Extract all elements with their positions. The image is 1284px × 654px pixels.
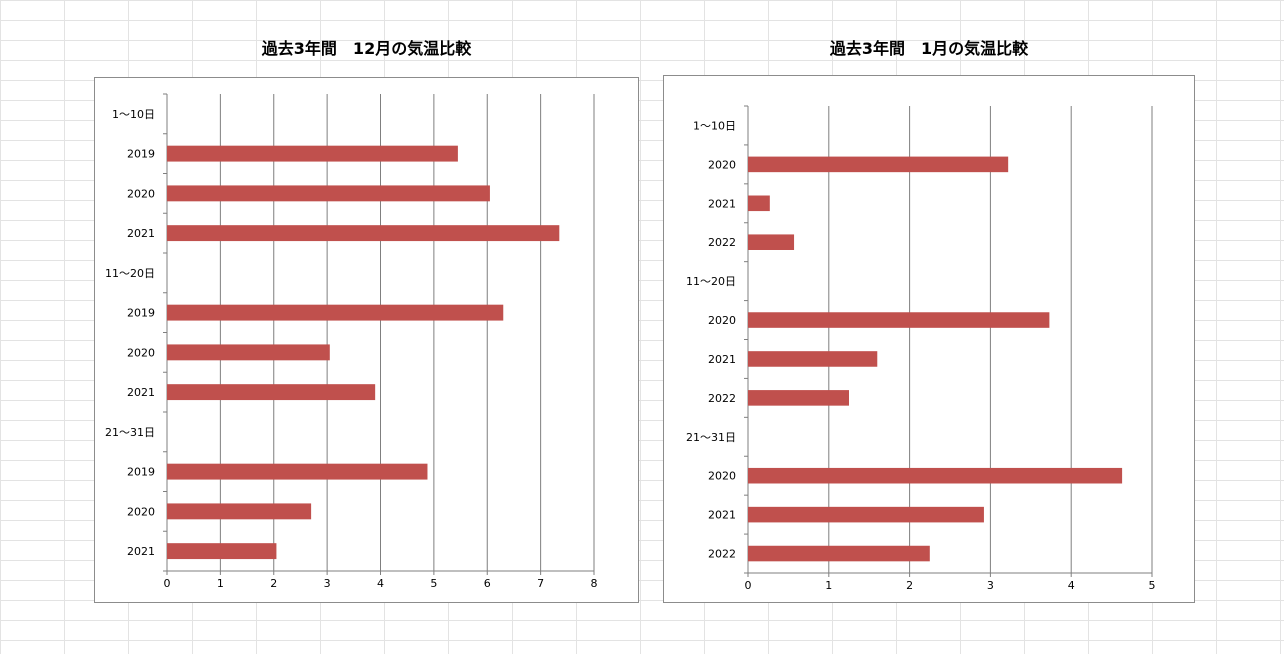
x-tick-label: 5 [430, 577, 437, 590]
x-tick-label: 6 [484, 577, 491, 590]
bar [748, 351, 878, 367]
category-label: 2020 [127, 187, 155, 200]
category-label: 2022 [708, 548, 736, 561]
bar-chart-january: 0 1 2 3 4 5 1〜10日 2020 2021 2022 11〜20日 2020 2021 202… [686, 105, 1156, 592]
category-label: 11〜20日 [686, 275, 736, 288]
chart-title-january: 過去3年間 1月の気温比較 [829, 39, 1029, 58]
chart-area-december[interactable]: 0 1 2 3 4 5 6 7 8 1〜10日 2019 2020 2021 11〜20日 2019 2020… [94, 77, 639, 603]
bar [167, 344, 330, 361]
bar [748, 234, 795, 250]
bar [748, 545, 930, 562]
x-tick-label: 1 [825, 579, 832, 592]
category-label: 1〜10日 [693, 119, 736, 132]
bar [748, 312, 1050, 328]
bar [167, 304, 504, 321]
category-label: 2021 [127, 545, 155, 558]
category-label: 2019 [127, 307, 155, 320]
category-label: 2020 [127, 505, 155, 518]
bar [167, 503, 312, 520]
category-label: 2022 [708, 392, 736, 405]
x-tick-label: 4 [1068, 579, 1075, 592]
x-tick-label: 7 [537, 577, 544, 590]
bar-chart-december: 0 1 2 3 4 5 6 7 8 1〜10日 2019 2020 2021 11〜20日 2019 2020… [105, 93, 598, 590]
bar [748, 195, 770, 212]
bar [748, 467, 1123, 484]
category-label: 2021 [127, 386, 155, 399]
bar [748, 506, 984, 523]
category-label: 2020 [708, 158, 736, 171]
x-tick-label: 3 [324, 577, 331, 590]
bar [748, 156, 1009, 173]
category-label: 2021 [708, 353, 736, 366]
category-label: 2019 [127, 466, 155, 479]
chart-title-december: 過去3年間 12月の気温比較 [261, 39, 472, 58]
category-label: 2021 [708, 197, 736, 210]
x-tick-label: 3 [987, 579, 994, 592]
x-tick-label: 2 [906, 579, 913, 592]
x-tick-label: 0 [164, 577, 171, 590]
category-label: 2021 [708, 509, 736, 522]
x-tick-label: 5 [1149, 579, 1156, 592]
category-label: 1〜10日 [112, 108, 155, 121]
category-label: 21〜31日 [686, 431, 736, 444]
category-label: 21〜31日 [105, 426, 155, 439]
category-label: 2019 [127, 148, 155, 161]
bar [748, 390, 849, 406]
bar [167, 543, 277, 560]
category-label: 2020 [708, 314, 736, 327]
category-label: 2022 [708, 236, 736, 249]
bar [167, 463, 428, 480]
bar [167, 145, 458, 162]
bar [167, 384, 376, 401]
chart-area-january[interactable]: 0 1 2 3 4 5 1〜10日 2020 2021 2022 11〜20日 2020 2021 202… [663, 75, 1195, 603]
bar [167, 225, 560, 242]
category-label: 2021 [127, 227, 155, 240]
bar [167, 185, 490, 202]
x-tick-label: 2 [270, 577, 277, 590]
x-tick-label: 4 [377, 577, 384, 590]
category-label: 2020 [708, 470, 736, 483]
category-label: 2020 [127, 346, 155, 359]
x-tick-label: 0 [745, 579, 752, 592]
category-label: 11〜20日 [105, 267, 155, 280]
x-tick-label: 1 [217, 577, 224, 590]
x-tick-label: 8 [591, 577, 598, 590]
